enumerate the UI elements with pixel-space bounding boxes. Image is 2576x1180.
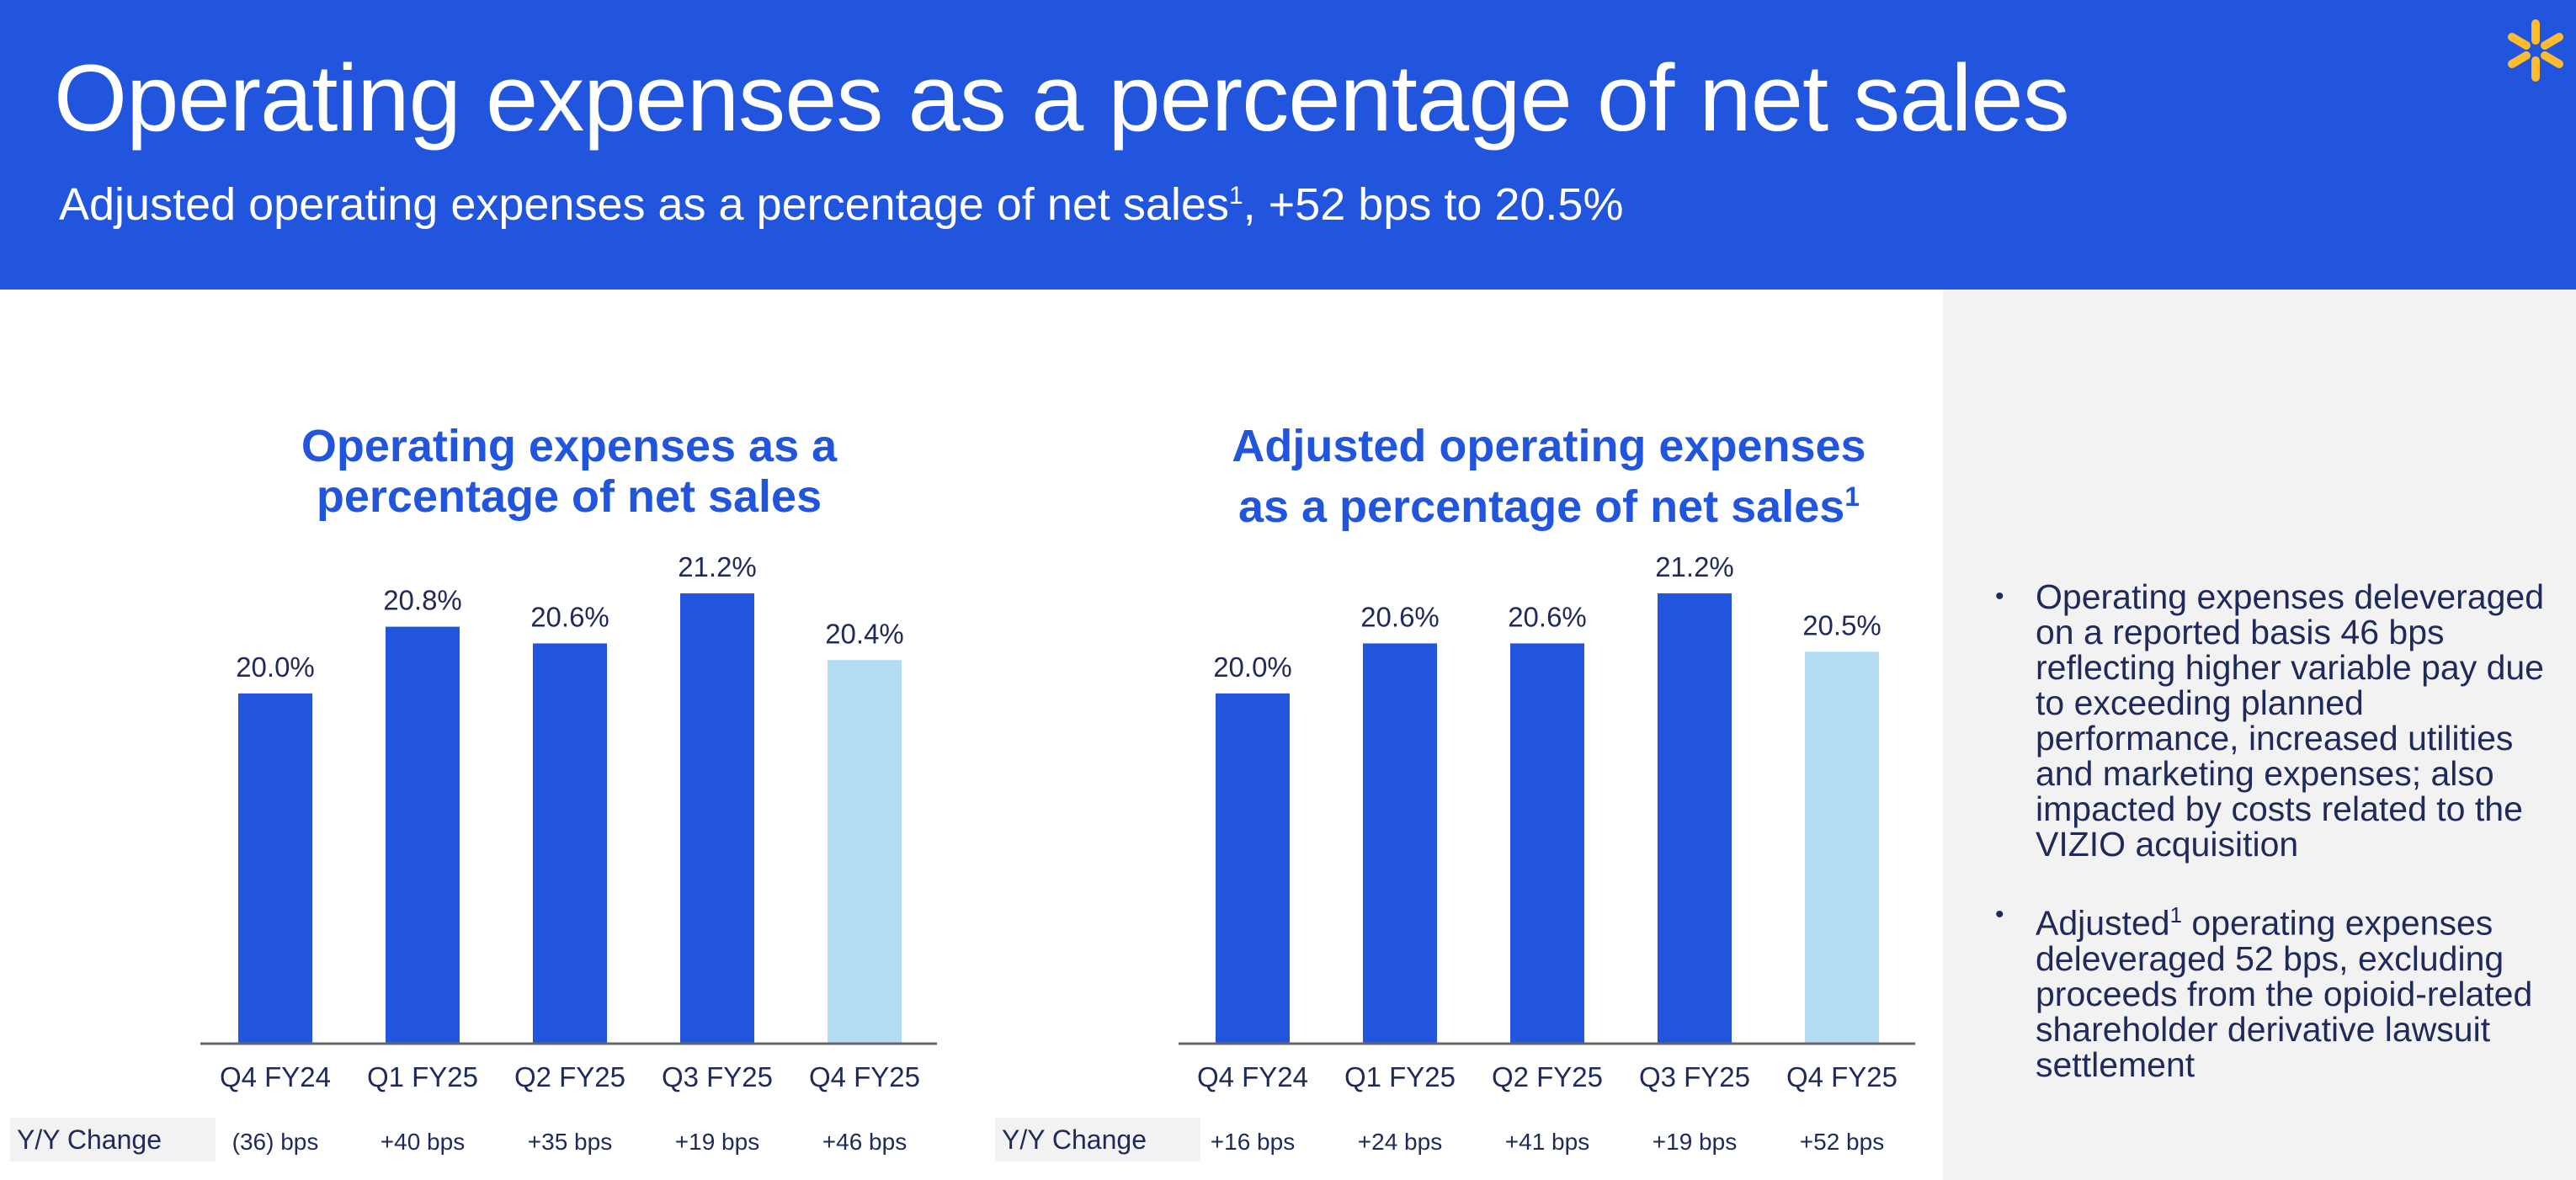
bar — [828, 660, 902, 1044]
yoy-value: +19 bps — [1653, 1129, 1737, 1155]
data-label: 20.0% — [236, 651, 315, 683]
spark-icon — [2508, 19, 2563, 82]
subtitle-text: Adjusted operating expenses as a percent… — [59, 179, 1229, 230]
category-label: Q1 FY25 — [367, 1061, 478, 1092]
yoy-value: +52 bps — [1800, 1129, 1884, 1155]
data-label: 21.2% — [678, 551, 757, 582]
bullet-prefix: Adjusted — [2036, 903, 2170, 943]
category-label: Q4 FY25 — [809, 1061, 920, 1092]
yoy-value: +40 bps — [381, 1129, 465, 1155]
yoy-value: (36) bps — [232, 1129, 319, 1155]
header-banner: Operating expenses as a percentage of ne… — [0, 0, 2576, 290]
commentary-panel — [1943, 290, 2576, 1180]
data-label: 20.6% — [530, 601, 609, 632]
category-label: Q2 FY25 — [514, 1061, 625, 1092]
bar — [1216, 693, 1290, 1044]
chart-title-adjusted-text: Adjusted operating expenses as a percent… — [1232, 421, 1866, 532]
category-label: Q1 FY25 — [1344, 1061, 1456, 1092]
footnote-marker: 1 — [1844, 481, 1860, 512]
commentary-bullet: • Operating expenses deleveraged on a rep… — [1995, 579, 2568, 862]
category-label: Q4 FY25 — [1786, 1061, 1897, 1092]
yoy-value: +35 bps — [528, 1129, 612, 1155]
yoy-value: +16 bps — [1211, 1129, 1295, 1155]
category-label: Q4 FY24 — [220, 1061, 331, 1092]
yoy-value: +19 bps — [675, 1129, 759, 1155]
page-title: Operating expenses as a percentage of ne… — [54, 45, 2070, 151]
data-label: 20.0% — [1213, 651, 1292, 683]
yoy-value: +24 bps — [1358, 1129, 1442, 1155]
bar — [1363, 643, 1437, 1044]
data-label: 20.6% — [1360, 601, 1440, 632]
bullet-text: operating expenses deleveraged 52 bps, e… — [2036, 903, 2533, 1084]
chart-title-adjusted: Adjusted operating expenses as a percent… — [1204, 421, 1894, 532]
data-label: 20.4% — [825, 618, 904, 649]
bar — [533, 643, 607, 1044]
page-subtitle: Adjusted operating expenses as a percent… — [59, 178, 1623, 231]
data-label: 20.6% — [1508, 601, 1587, 632]
footnote-marker: 1 — [1228, 182, 1243, 210]
commentary-list: • Operating expenses deleveraged on a rep… — [1995, 579, 2568, 1118]
yoy-value: +46 bps — [822, 1129, 907, 1155]
bullet-text: Operating expenses deleveraged on a repo… — [2036, 577, 2545, 864]
yoy-header: Y/Y Change — [995, 1118, 1200, 1161]
chart-title-reported: Operating expenses as a percentage of ne… — [301, 421, 838, 522]
bar — [1805, 651, 1879, 1044]
subtitle-tail: , +52 bps to 20.5% — [1243, 179, 1624, 230]
bar — [1658, 593, 1732, 1044]
yoy-header: Y/Y Change — [10, 1118, 216, 1161]
data-label: 21.2% — [1655, 551, 1734, 582]
chart-reported-opex: 20.0% Q4 FY24 (36) bps 20.8% Q1 FY25 +40 bps 2… — [200, 551, 937, 1155]
category-label: Q3 FY25 — [1639, 1061, 1750, 1092]
bar — [386, 626, 460, 1044]
category-label: Q3 FY25 — [662, 1061, 773, 1092]
category-label: Q4 FY24 — [1197, 1061, 1308, 1092]
commentary-bullet: • Adjusted1 operating expenses deleverage… — [1995, 897, 2568, 1082]
bar — [1510, 643, 1584, 1044]
bullet-marker: • — [1995, 582, 2004, 610]
bullet-marker: • — [1995, 901, 2004, 928]
chart-adjusted-opex: 20.0% Q4 FY24 +16 bps 20.6% Q1 FY25 +24 bps 20… — [1179, 551, 1915, 1155]
data-label: 20.5% — [1802, 609, 1881, 640]
footnote-marker: 1 — [2169, 902, 2183, 928]
data-label: 20.8% — [383, 585, 462, 616]
bar — [680, 593, 754, 1044]
bar — [238, 693, 312, 1044]
category-label: Q2 FY25 — [1492, 1061, 1603, 1092]
yoy-value: +41 bps — [1505, 1129, 1589, 1155]
